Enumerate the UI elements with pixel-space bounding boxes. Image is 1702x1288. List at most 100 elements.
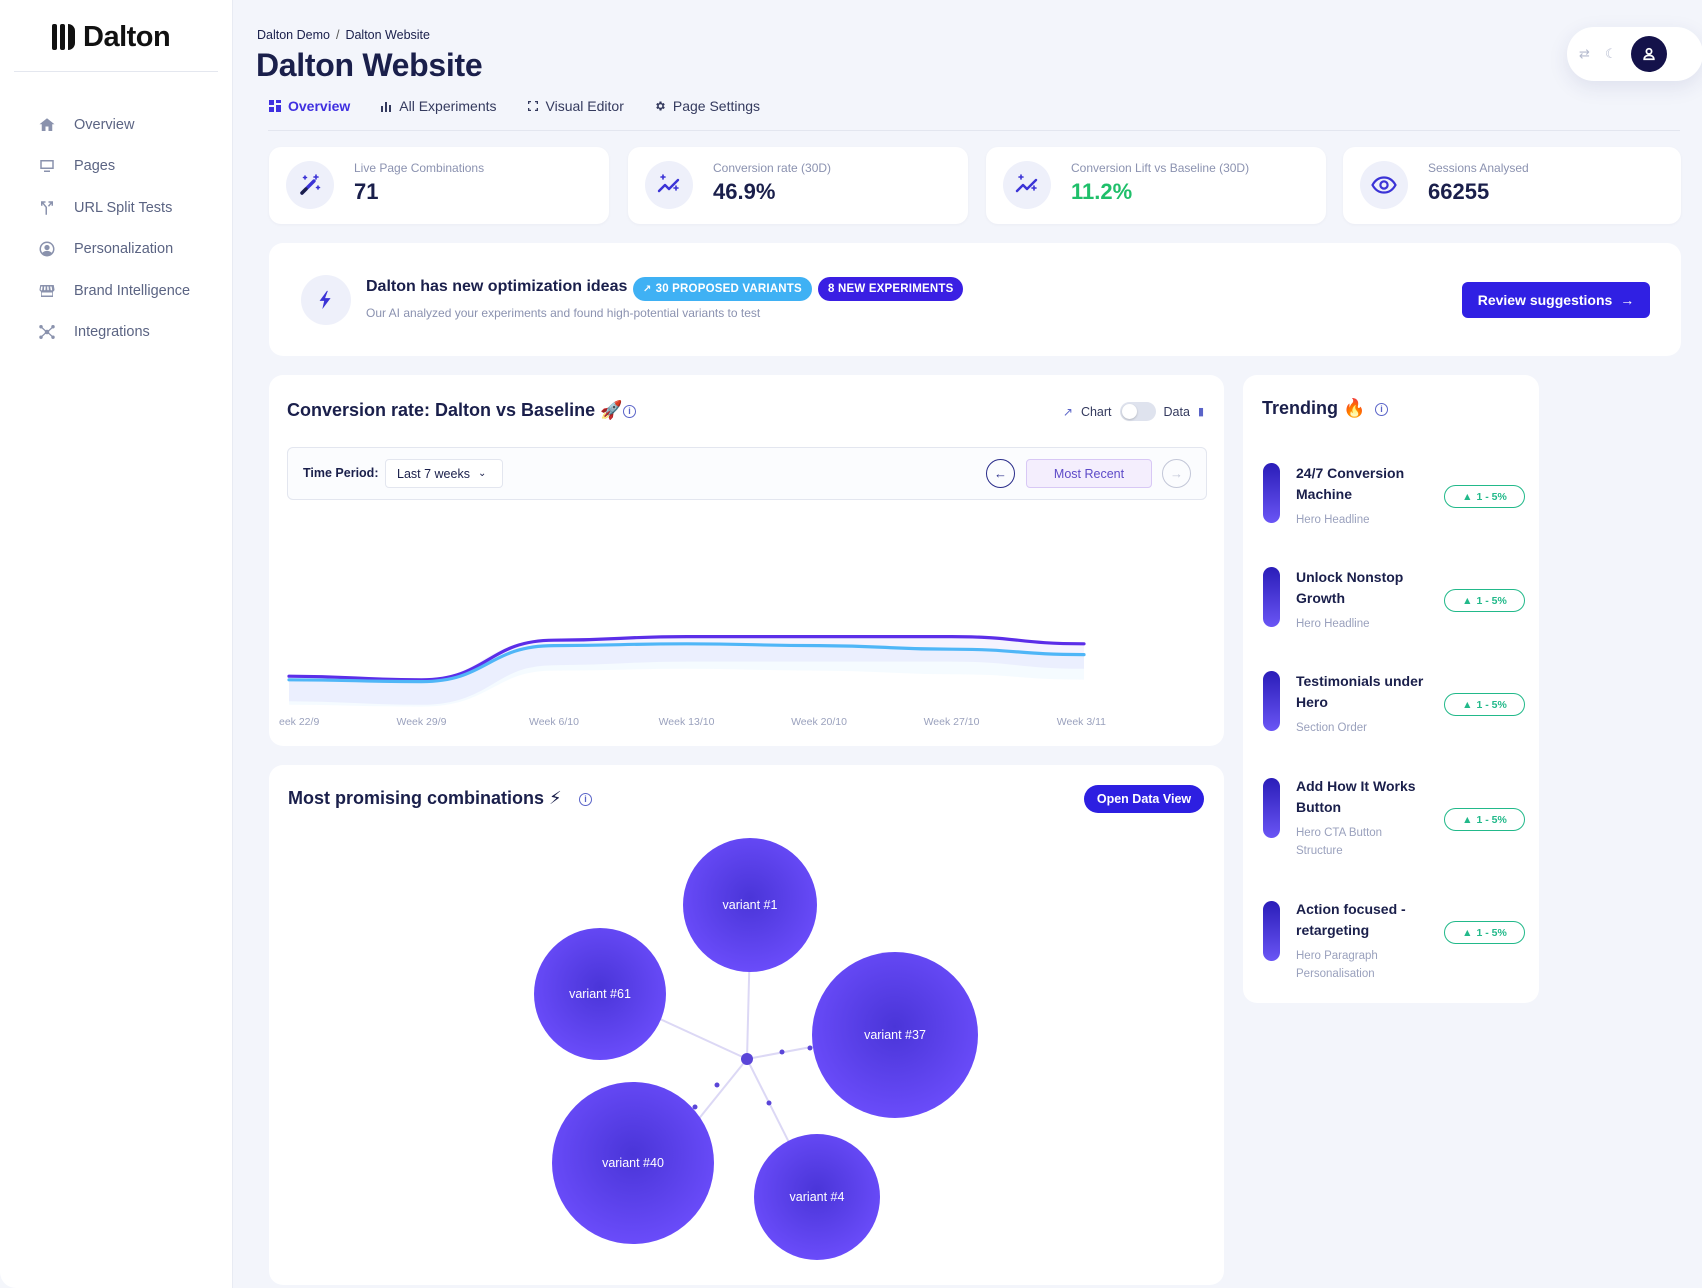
- moon-icon[interactable]: ☾: [1605, 46, 1617, 61]
- caret-up-icon: ▲: [1462, 594, 1473, 607]
- trend-up-icon: ↗: [643, 283, 652, 295]
- combinations-card: Most promising combinations ⚡ i Open Dat…: [269, 765, 1224, 1285]
- series-shadow: [288, 642, 1085, 707]
- view-toggle-switch[interactable]: [1119, 402, 1156, 421]
- chevron-down-icon: ⌄: [477, 468, 487, 479]
- x-tick-label: eek 22/9: [279, 716, 319, 728]
- caret-up-icon: ▲: [1462, 490, 1473, 503]
- info-icon[interactable]: i: [579, 793, 592, 806]
- previous-period-button[interactable]: ←: [986, 459, 1015, 488]
- stat-card-conversion-rate: Conversion rate (30D) 46.9%: [628, 147, 968, 224]
- combinations-bubble-graph: variant #1 variant #61 variant #37 varia…: [534, 838, 978, 1260]
- combinations-title: Most promising combinations ⚡: [288, 788, 562, 808]
- arrow-left-icon: ←: [994, 466, 1007, 481]
- trending-item[interactable]: Add How It Works Button Hero CTA Button …: [1263, 776, 1525, 872]
- sidebar-item-integrations[interactable]: Integrations: [38, 312, 190, 354]
- tab-label: Visual Editor: [545, 98, 624, 114]
- trending-title: Trending 🔥: [1262, 398, 1366, 418]
- tab-visual-editor[interactable]: Visual Editor: [527, 98, 624, 114]
- most-recent-button[interactable]: Most Recent: [1026, 459, 1152, 488]
- series-line-1[interactable]: [287, 635, 1086, 682]
- trend-category: Hero Headline: [1296, 618, 1370, 630]
- trending-item[interactable]: 24/7 Conversion Machine Hero Headline ▲ 1…: [1263, 463, 1525, 543]
- x-tick-label: Week 29/9: [396, 716, 446, 728]
- x-tick-label: Week 3/11: [1057, 716, 1106, 728]
- sidebar-item-personalization[interactable]: Personalization: [38, 229, 190, 271]
- tab-all-experiments[interactable]: All Experiments: [380, 98, 497, 114]
- trend-name: Add How It Works Button: [1296, 778, 1416, 815]
- conversion-chart-card: Conversion rate: Dalton vs Baseline 🚀 i …: [269, 375, 1224, 746]
- optimization-banner: Dalton has new optimization ideas ↗ 30 PR…: [269, 243, 1681, 356]
- trending-item[interactable]: Unlock Nonstop Growth Hero Headline ▲ 1 -…: [1263, 567, 1525, 647]
- stat-label: Conversion rate (30D): [713, 161, 832, 175]
- tab-page-settings[interactable]: Page Settings: [654, 98, 760, 114]
- toggle-data-label: Data: [1163, 404, 1190, 419]
- open-data-view-button[interactable]: Open Data View: [1084, 785, 1204, 813]
- sidebar-item-label: Personalization: [74, 241, 174, 258]
- stat-value: 46.9%: [713, 179, 776, 204]
- badge-label: 1 - 5%: [1476, 813, 1507, 826]
- stat-value: 66255: [1428, 179, 1490, 204]
- breadcrumb-item[interactable]: Dalton Demo: [257, 28, 330, 42]
- trend-name: Testimonials under Hero: [1296, 673, 1424, 710]
- trend-category: Hero Headline: [1296, 514, 1370, 526]
- top-controls: ⇄ ☾: [1567, 27, 1702, 81]
- trending-item[interactable]: Testimonials under Hero Section Order ▲ 1…: [1263, 671, 1525, 751]
- stat-card-conversion-lift: Conversion Lift vs Baseline (30D) 11.2%: [986, 147, 1326, 224]
- breadcrumb-item[interactable]: Dalton Website: [345, 28, 430, 42]
- trending-item[interactable]: Action focused - retargeting Hero Paragr…: [1263, 899, 1525, 995]
- variant-bubble[interactable]: variant #4: [754, 1134, 880, 1260]
- brand-logo[interactable]: Dalton: [52, 20, 171, 54]
- trend-category: Hero CTA Button Structure: [1296, 827, 1383, 857]
- tab-overview[interactable]: Overview: [269, 98, 350, 114]
- sidebar-item-brand-intelligence[interactable]: Brand Intelligence: [38, 270, 190, 312]
- chart-title: Conversion rate: Dalton vs Baseline 🚀: [287, 400, 623, 420]
- trend-bar-icon: [1263, 463, 1280, 523]
- refresh-icon[interactable]: ⇄: [1579, 46, 1590, 61]
- user-avatar[interactable]: [1631, 36, 1667, 72]
- x-tick-label: Week 27/10: [924, 716, 980, 728]
- review-suggestions-button[interactable]: Review suggestions →: [1462, 282, 1650, 318]
- sidebar-item-pages[interactable]: Pages: [38, 146, 190, 188]
- stat-label: Live Page Combinations: [354, 161, 485, 175]
- sidebar-divider: [14, 71, 218, 72]
- stat-value: 71: [354, 179, 379, 204]
- trend-lift-badge: ▲ 1 - 5%: [1444, 485, 1525, 508]
- sidebar: Dalton Overview Pages URL Split Tests Pe…: [0, 0, 233, 1288]
- trending-card: Trending 🔥 i 24/7 Conversion Machine Her…: [1243, 375, 1539, 1003]
- caret-up-icon: ▲: [1462, 698, 1473, 711]
- badge-label: 1 - 5%: [1476, 490, 1507, 503]
- trend-name: 24/7 Conversion Machine: [1296, 465, 1405, 502]
- time-period-select[interactable]: Last 7 weeks ⌄: [385, 459, 503, 488]
- trend-lift-badge: ▲ 1 - 5%: [1444, 693, 1525, 716]
- lightning-icon: [301, 275, 351, 325]
- variant-label: variant #37: [864, 1028, 926, 1042]
- conversion-line-chart: eek 22/9 Week 29/9 Week 6/10 Week 13/10 Week…: [279, 635, 1106, 728]
- variant-bubble[interactable]: variant #40: [552, 1082, 714, 1244]
- badge-label: 30 PROPOSED VARIANTS: [655, 283, 802, 295]
- variant-bubble[interactable]: variant #37: [812, 952, 978, 1118]
- eye-icon: [1360, 161, 1408, 209]
- proposed-variants-badge[interactable]: ↗ 30 PROPOSED VARIANTS: [633, 277, 812, 301]
- info-icon[interactable]: i: [1375, 403, 1388, 416]
- variant-bubble[interactable]: variant #61: [534, 928, 666, 1060]
- trend-bar-icon: [1263, 567, 1280, 627]
- trend-category: Section Order: [1296, 722, 1367, 734]
- info-icon[interactable]: i: [623, 405, 636, 418]
- time-period-bar: Time Period: Last 7 weeks ⌄ ← Most Recen…: [287, 447, 1207, 500]
- badge-label: 1 - 5%: [1476, 594, 1507, 607]
- tab-label: Overview: [288, 98, 351, 114]
- stat-label: Sessions Analysed: [1428, 161, 1529, 175]
- focus-icon: [527, 101, 538, 111]
- variant-bubble[interactable]: variant #1: [683, 838, 817, 972]
- sparkle-trend-icon: [1003, 161, 1051, 209]
- page-tabs: Overview All Experiments Visual Editor P…: [269, 98, 760, 114]
- next-period-button[interactable]: →: [1162, 459, 1191, 488]
- variant-label: variant #1: [723, 898, 778, 912]
- new-experiments-badge[interactable]: 8 NEW EXPERIMENTS: [818, 277, 964, 301]
- sidebar-item-overview[interactable]: Overview: [38, 104, 190, 146]
- sidebar-item-url-split-tests[interactable]: URL Split Tests: [38, 187, 190, 229]
- series-line-2[interactable]: [287, 642, 1086, 684]
- tab-label: Page Settings: [672, 98, 761, 114]
